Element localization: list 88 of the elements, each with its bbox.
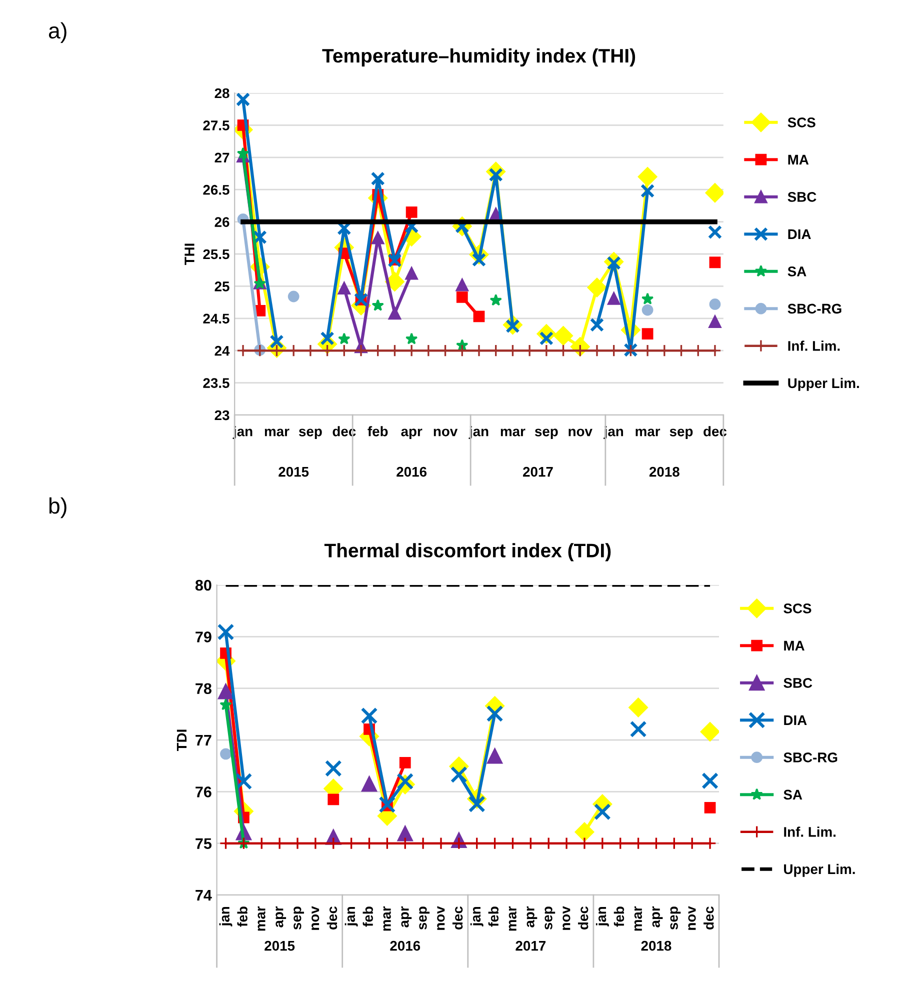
x-tick-label: mar xyxy=(508,906,516,931)
x-tick-label: mar xyxy=(636,428,660,436)
text: 2016 xyxy=(390,940,420,951)
y-tick-label: 26 xyxy=(214,217,230,227)
x-tick-label: nov xyxy=(312,906,320,930)
x-tick-label: mar xyxy=(383,906,391,931)
y-axis-title: THI xyxy=(184,244,194,266)
y-tick-label: 75 xyxy=(196,838,212,850)
x-tick-label: sep xyxy=(544,906,556,930)
legend-label: DIA xyxy=(788,229,811,239)
legend-label: Upper Lim. xyxy=(788,378,859,391)
y-tick-label: 25 xyxy=(214,282,230,292)
y-tick-label: 24.5 xyxy=(203,314,230,324)
x-tick-label: dec xyxy=(326,906,338,930)
x-tick-label: nov xyxy=(434,428,458,436)
text: 2018 xyxy=(649,466,680,477)
legend-label: SA xyxy=(784,790,802,800)
y-tick-label: 79 xyxy=(196,632,212,642)
legend-label: Inf. Lim. xyxy=(788,340,840,351)
text: 2017 xyxy=(516,940,546,951)
legend-label: SBC-RG xyxy=(784,752,838,762)
x-tick-label: sep xyxy=(670,906,681,930)
x-tick-label: apr xyxy=(276,906,286,928)
text: 2015 xyxy=(264,940,295,951)
x-tick-label: apr xyxy=(652,906,663,928)
x-tick-label: sep xyxy=(419,906,430,930)
x-tick-label: feb xyxy=(614,906,624,927)
y-tick-label: 26.5 xyxy=(203,184,230,195)
x-tick-label: feb xyxy=(488,906,499,927)
y-tick-label: 74 xyxy=(196,890,212,901)
text: a) xyxy=(48,22,66,43)
legend-label: SCS xyxy=(784,604,812,614)
x-tick-label: jan xyxy=(470,906,484,926)
y-tick-label: 27 xyxy=(214,152,230,162)
x-tick-label: apr xyxy=(526,906,538,928)
x-tick-label: mar xyxy=(264,428,290,436)
x-tick-label: dec xyxy=(452,906,463,930)
x-tick-label: mar xyxy=(634,906,642,931)
x-tick-label: sep xyxy=(534,428,558,440)
x-tick-label: dec xyxy=(704,426,727,436)
legend-label: SA xyxy=(788,266,806,276)
x-tick-label: jan xyxy=(596,906,609,926)
x-tick-label: sep xyxy=(670,428,693,440)
legend-label: Inf. Lim. xyxy=(784,826,836,837)
legend-label: SBC xyxy=(784,678,812,688)
y-tick-label: 23 xyxy=(214,410,230,420)
x-tick-label: nov xyxy=(437,906,445,930)
x-tick-label: feb xyxy=(237,906,248,927)
text: 2017 xyxy=(523,466,553,477)
x-tick-label: sep xyxy=(294,906,304,930)
x-tick-label: apr xyxy=(401,906,412,928)
legend-label: MA xyxy=(788,154,809,164)
legend-label: SCS xyxy=(788,118,816,128)
legend-label: SBC xyxy=(788,192,816,202)
x-tick-label: dec xyxy=(578,906,588,930)
x-tick-label: nov xyxy=(688,906,696,930)
y-tick-label: 77 xyxy=(196,735,212,746)
y-tick-label: 78 xyxy=(196,683,212,694)
legend-label: MA xyxy=(784,640,804,650)
text: b) xyxy=(49,497,66,518)
x-tick-label: sep xyxy=(298,428,322,440)
x-tick-label: apr xyxy=(401,428,422,440)
legend-label: DIA xyxy=(784,715,807,725)
y-tick-label: 76 xyxy=(196,786,212,798)
text: 2016 xyxy=(396,466,427,477)
y-tick-label: 27.5 xyxy=(203,120,230,130)
legend-label: Upper Lim. xyxy=(784,864,855,877)
y-tick-label: 23.5 xyxy=(203,378,230,388)
text: 2018 xyxy=(641,940,672,951)
x-tick-label: mar xyxy=(258,906,266,931)
x-tick-label: dec xyxy=(704,906,714,930)
y-tick-label: 25.5 xyxy=(203,249,230,260)
x-tick-label: jan xyxy=(219,906,232,926)
x-tick-label: feb xyxy=(362,906,373,927)
y-axis-title: TDI xyxy=(176,730,187,752)
x-tick-label: jan xyxy=(344,906,358,926)
chart-title: Temperature–humidity index (THI) xyxy=(322,48,636,66)
legend-label: SBC-RG xyxy=(788,304,842,314)
y-tick-label: 80 xyxy=(195,580,212,591)
x-tick-label: nov xyxy=(568,428,592,436)
x-tick-label: mar xyxy=(500,428,526,436)
x-tick-label: dec xyxy=(332,426,356,436)
y-tick-label: 24 xyxy=(214,346,230,356)
text: 2015 xyxy=(278,466,309,477)
x-tick-label: nov xyxy=(562,906,570,930)
chart-title: Thermal discomfort index (TDI) xyxy=(324,543,611,562)
y-tick-label: 28 xyxy=(214,88,230,98)
x-tick-label: feb xyxy=(368,426,388,436)
